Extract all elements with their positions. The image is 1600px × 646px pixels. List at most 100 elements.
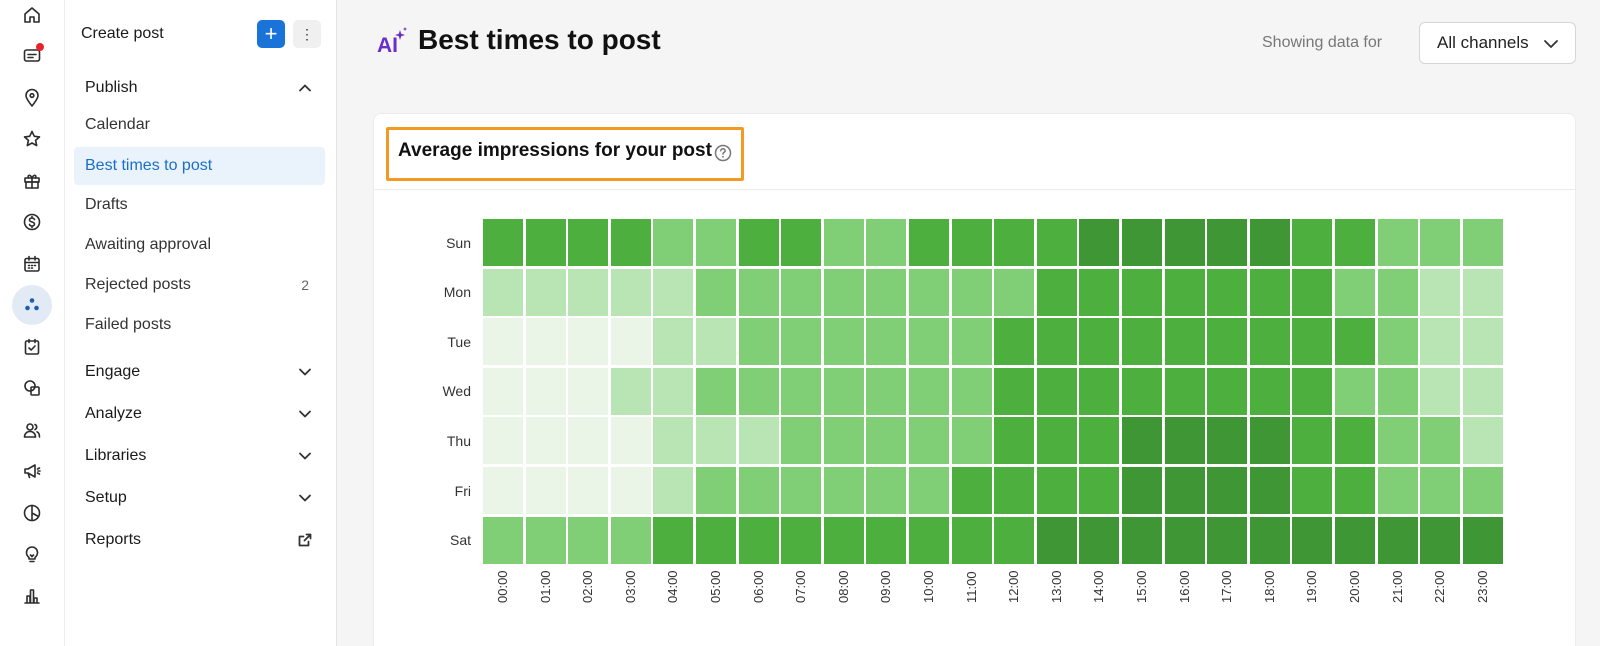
heatmap-cell-thu-0200[interactable]: [568, 417, 609, 465]
heatmap-cell-thu-1500[interactable]: [1122, 417, 1162, 465]
heatmap-cell-mon-0800[interactable]: [823, 268, 864, 316]
heatmap-cell-sun-1900[interactable]: [1292, 219, 1333, 266]
heatmap-cell-sun-2300[interactable]: [1462, 219, 1503, 266]
heatmap-cell-thu-0800[interactable]: [823, 417, 864, 465]
heatmap-cell-wed-1100[interactable]: [951, 367, 992, 415]
heatmap-cell-thu-0300[interactable]: [610, 417, 651, 465]
heatmap-cell-sun-0900[interactable]: [866, 219, 907, 266]
heatmap-cell-fri-1500[interactable]: [1122, 467, 1162, 514]
heatmap-cell-fri-2200[interactable]: [1420, 467, 1461, 514]
heatmap-cell-wed-2000[interactable]: [1335, 367, 1375, 415]
heatmap-cell-sat-0800[interactable]: [823, 516, 864, 564]
heatmap-cell-fri-1300[interactable]: [1036, 467, 1077, 514]
heatmap-cell-thu-1200[interactable]: [994, 417, 1035, 465]
heatmap-cell-wed-0600[interactable]: [738, 367, 779, 415]
heatmap-cell-mon-0000[interactable]: [483, 268, 523, 316]
more-options-button[interactable]: ⋮: [293, 20, 321, 48]
heatmap-cell-sat-0200[interactable]: [568, 516, 609, 564]
heatmap-cell-sun-1000[interactable]: [909, 219, 949, 266]
heatmap-cell-mon-0300[interactable]: [610, 268, 651, 316]
heatmap-cell-fri-0500[interactable]: [696, 467, 736, 514]
heatmap-cell-tue-2300[interactable]: [1462, 318, 1503, 366]
heatmap-cell-thu-0700[interactable]: [781, 417, 822, 465]
heatmap-cell-tue-0000[interactable]: [483, 318, 523, 366]
heatmap-cell-sun-2000[interactable]: [1335, 219, 1375, 266]
heatmap-cell-tue-0900[interactable]: [866, 318, 907, 366]
heatmap-cell-sun-1200[interactable]: [994, 219, 1035, 266]
heatmap-cell-wed-0800[interactable]: [823, 367, 864, 415]
heatmap-cell-tue-0200[interactable]: [568, 318, 609, 366]
location-icon[interactable]: [12, 78, 52, 118]
heatmap-cell-tue-2100[interactable]: [1377, 318, 1418, 366]
heatmap-cell-thu-1900[interactable]: [1292, 417, 1333, 465]
heatmap-cell-mon-1500[interactable]: [1122, 268, 1162, 316]
section-analyze[interactable]: Analyze: [81, 398, 321, 430]
heatmap-cell-sat-2300[interactable]: [1462, 516, 1503, 564]
heatmap-cell-wed-1500[interactable]: [1122, 367, 1162, 415]
heatmap-cell-thu-0600[interactable]: [738, 417, 779, 465]
heatmap-cell-tue-0300[interactable]: [610, 318, 651, 366]
heatmap-cell-sat-0000[interactable]: [483, 516, 523, 564]
heatmap-cell-sun-1100[interactable]: [951, 219, 992, 266]
heatmap-cell-sat-1300[interactable]: [1036, 516, 1077, 564]
heatmap-cell-wed-2100[interactable]: [1377, 367, 1418, 415]
heatmap-cell-sun-1800[interactable]: [1249, 219, 1290, 266]
heatmap-cell-thu-1100[interactable]: [951, 417, 992, 465]
heatmap-cell-fri-0400[interactable]: [653, 467, 694, 514]
bar-chart-icon[interactable]: [12, 576, 52, 616]
heatmap-cell-fri-2000[interactable]: [1335, 467, 1375, 514]
heatmap-cell-fri-1000[interactable]: [909, 467, 949, 514]
heatmap-cell-thu-2000[interactable]: [1335, 417, 1375, 465]
heatmap-cell-tue-0500[interactable]: [696, 318, 736, 366]
heatmap-cell-sun-1600[interactable]: [1164, 219, 1205, 266]
heatmap-cell-fri-1700[interactable]: [1207, 467, 1248, 514]
heatmap-cell-sat-1800[interactable]: [1249, 516, 1290, 564]
heatmap-cell-wed-0300[interactable]: [610, 367, 651, 415]
heatmap-cell-mon-1200[interactable]: [994, 268, 1035, 316]
heatmap-cell-fri-0200[interactable]: [568, 467, 609, 514]
nav-item-calendar[interactable]: Calendar: [74, 106, 325, 144]
heatmap-cell-sat-0700[interactable]: [781, 516, 822, 564]
heatmap-cell-mon-1700[interactable]: [1207, 268, 1248, 316]
heatmap-cell-wed-1200[interactable]: [994, 367, 1035, 415]
heatmap-cell-fri-0600[interactable]: [738, 467, 779, 514]
nav-item-drafts[interactable]: Drafts: [74, 186, 325, 224]
heatmap-cell-sat-0500[interactable]: [696, 516, 736, 564]
heatmap-cell-fri-2300[interactable]: [1462, 467, 1503, 514]
pie-icon[interactable]: [12, 493, 52, 533]
heatmap-cell-tue-1700[interactable]: [1207, 318, 1248, 366]
heatmap-cell-fri-1900[interactable]: [1292, 467, 1333, 514]
heatmap-cell-sun-1500[interactable]: [1122, 219, 1162, 266]
heatmap-cell-tue-1200[interactable]: [994, 318, 1035, 366]
heatmap-cell-tue-2000[interactable]: [1335, 318, 1375, 366]
heatmap-cell-sat-1200[interactable]: [994, 516, 1035, 564]
heatmap-cell-tue-1000[interactable]: [909, 318, 949, 366]
heatmap-cell-wed-0500[interactable]: [696, 367, 736, 415]
nav-item-reports[interactable]: Reports: [81, 524, 321, 556]
heatmap-cell-thu-1300[interactable]: [1036, 417, 1077, 465]
heatmap-cell-mon-1900[interactable]: [1292, 268, 1333, 316]
heatmap-cell-thu-2300[interactable]: [1462, 417, 1503, 465]
heatmap-cell-wed-0900[interactable]: [866, 367, 907, 415]
heatmap-cell-thu-2100[interactable]: [1377, 417, 1418, 465]
heatmap-cell-sat-0400[interactable]: [653, 516, 694, 564]
home-icon[interactable]: [12, 0, 52, 35]
heatmap-cell-wed-1000[interactable]: [909, 367, 949, 415]
section-setup[interactable]: Setup: [81, 482, 321, 514]
heatmap-cell-sun-0300[interactable]: [610, 219, 651, 266]
heatmap-cell-fri-0900[interactable]: [866, 467, 907, 514]
dollar-icon[interactable]: [12, 202, 52, 242]
heatmap-cell-wed-1900[interactable]: [1292, 367, 1333, 415]
section-libraries[interactable]: Libraries: [81, 440, 321, 472]
heatmap-cell-sun-0200[interactable]: [568, 219, 609, 266]
heatmap-cell-wed-1400[interactable]: [1079, 367, 1120, 415]
heatmap-cell-mon-1600[interactable]: [1164, 268, 1205, 316]
calendar-icon[interactable]: [12, 244, 52, 284]
heatmap-cell-fri-1400[interactable]: [1079, 467, 1120, 514]
megaphone-icon[interactable]: [12, 451, 52, 491]
heatmap-cell-fri-1800[interactable]: [1249, 467, 1290, 514]
heatmap-cell-fri-1600[interactable]: [1164, 467, 1205, 514]
heatmap-cell-mon-1400[interactable]: [1079, 268, 1120, 316]
heatmap-cell-thu-0400[interactable]: [653, 417, 694, 465]
heatmap-cell-mon-2100[interactable]: [1377, 268, 1418, 316]
